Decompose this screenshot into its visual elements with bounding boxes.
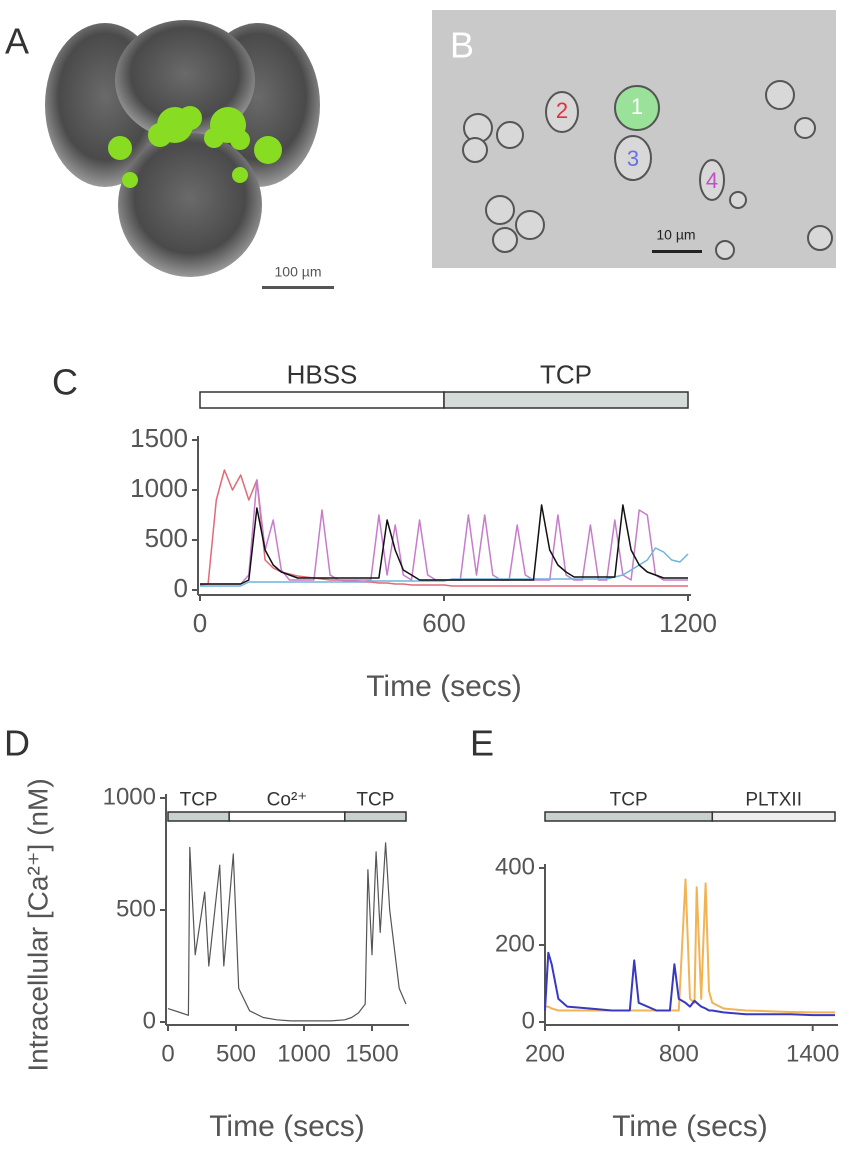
- cell-label: 4: [706, 168, 718, 193]
- x-axis-label: Time (secs): [366, 670, 522, 703]
- image-b: [432, 10, 836, 268]
- y-tick-label: 1000: [130, 473, 188, 503]
- x-tick-label: 0: [193, 608, 207, 638]
- y-tick-label: 1000: [103, 783, 156, 810]
- data-line: [200, 547, 689, 587]
- data-line: [545, 878, 835, 1014]
- treatment-label: Co²⁺: [267, 790, 308, 811]
- x-tick-label: 1000: [277, 1040, 330, 1067]
- y-axis-label: Intracellular [Ca²⁺] (nM): [22, 778, 53, 1071]
- y-tick-label: 0: [174, 573, 188, 603]
- y-tick-label: 500: [145, 523, 188, 553]
- cell-label: 3: [627, 146, 639, 171]
- y-tick-label: 0: [143, 1007, 156, 1034]
- y-tick-label: 1500: [130, 423, 188, 453]
- treatment-label: PLTXII: [745, 790, 802, 811]
- panel-letter: D: [4, 723, 30, 764]
- treatment-label: HBSS: [287, 359, 358, 389]
- panel-letter: A: [5, 21, 29, 62]
- panel-letter: C: [52, 362, 78, 403]
- data-line: [200, 504, 688, 585]
- scale-bar-label: 10 µm: [656, 227, 695, 243]
- data-line: [167, 842, 407, 1022]
- cell-label: 2: [556, 98, 568, 123]
- x-tick-label: 1400: [786, 1040, 839, 1067]
- treatment-bar: [344, 811, 407, 822]
- x-tick-label: 1500: [345, 1040, 398, 1067]
- y-tick-label: 0: [522, 1007, 535, 1034]
- treatment-label: TCP: [356, 790, 394, 811]
- treatment-label: TCP: [540, 359, 592, 389]
- x-tick-label: 0: [161, 1040, 174, 1067]
- treatment-bar: [544, 811, 714, 822]
- treatment-bar: [199, 391, 445, 409]
- x-tick-label: 200: [525, 1040, 565, 1067]
- treatment-bar: [228, 811, 346, 822]
- x-tick-label: 800: [659, 1040, 699, 1067]
- data-line: [544, 951, 835, 1017]
- panel-letter: B: [450, 25, 474, 66]
- x-tick-label: 500: [216, 1040, 256, 1067]
- data-line: [199, 469, 688, 587]
- cell-label: 1: [631, 94, 643, 119]
- x-axis-label: Time (secs): [209, 1110, 365, 1143]
- y-tick-label: 500: [116, 895, 156, 922]
- panel-letter: E: [470, 723, 494, 764]
- treatment-bar: [167, 811, 230, 822]
- treatment-label: TCP: [180, 790, 218, 811]
- scale-bar-label: 100 µm: [275, 264, 322, 280]
- image-a: [30, 8, 334, 289]
- x-axis-label: Time (secs): [612, 1110, 768, 1143]
- x-tick-label: 1200: [659, 608, 717, 638]
- y-tick-label: 200: [495, 930, 535, 957]
- x-tick-label: 600: [422, 608, 465, 638]
- y-tick-label: 400: [495, 853, 535, 880]
- treatment-bar: [443, 391, 689, 409]
- treatment-label: TCP: [610, 790, 648, 811]
- treatment-bar: [711, 811, 836, 822]
